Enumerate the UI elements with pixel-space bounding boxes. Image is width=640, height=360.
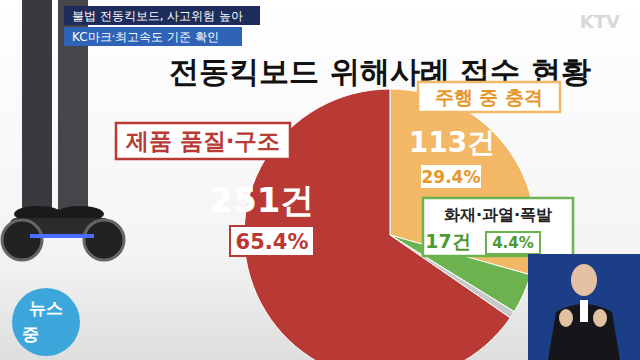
category-box — [423, 198, 573, 256]
count-label: 251건 — [210, 180, 315, 220]
page: {"chart_data": {"type": "pie", "title": … — [0, 0, 640, 360]
head — [571, 264, 597, 296]
program-logo: 뉴스중 — [12, 288, 80, 356]
category-label: 주행 중 충격 — [435, 86, 543, 108]
chart-root: 불법 전동킥보드, 사고위험 높아KC마크·최고속도 기준 확인KTV전동킥보드… — [0, 0, 640, 360]
logo-circle — [12, 288, 80, 356]
logo-text: 뉴스 — [29, 298, 63, 318]
wheel — [2, 220, 42, 260]
count-label: 17건 — [425, 230, 470, 252]
caption-box — [64, 6, 260, 25]
shirt — [580, 300, 588, 322]
chart-svg: 불법 전동킥보드, 사고위험 높아KC마크·최고속도 기준 확인KTV전동킥보드… — [0, 0, 640, 360]
category-label: 화재·과열·폭발 — [444, 205, 552, 224]
percent-label: 65.4% — [236, 230, 309, 254]
inset-bg — [528, 254, 640, 360]
category-box — [116, 123, 290, 159]
wheel — [84, 220, 124, 260]
logo-text: 중 — [22, 324, 39, 344]
percent-label: 4.4% — [492, 234, 534, 252]
interpreter-inset — [528, 254, 640, 360]
channel-logo: KTV — [580, 11, 620, 32]
leg — [22, 0, 52, 212]
caption: 불법 전동킥보드, 사고위험 높아 — [72, 9, 243, 23]
hand — [593, 309, 607, 327]
board-light — [30, 234, 94, 238]
percent-box — [420, 164, 482, 189]
percent-box — [486, 232, 540, 254]
category-box — [418, 82, 560, 112]
caption-box — [64, 27, 242, 46]
percent-label: 29.4% — [422, 167, 481, 187]
count-label: 113건 — [409, 126, 495, 159]
percent-box — [230, 226, 314, 256]
caption: KC마크·최고속도 기준 확인 — [72, 30, 219, 44]
hand — [559, 309, 573, 327]
category-label: 제품 품질·구조 — [125, 128, 281, 154]
labels: 주행 중 충격 113건 29.4% 화재·과열·폭발 17건 4.4% 제품 품질·구조 2… — [116, 82, 573, 256]
